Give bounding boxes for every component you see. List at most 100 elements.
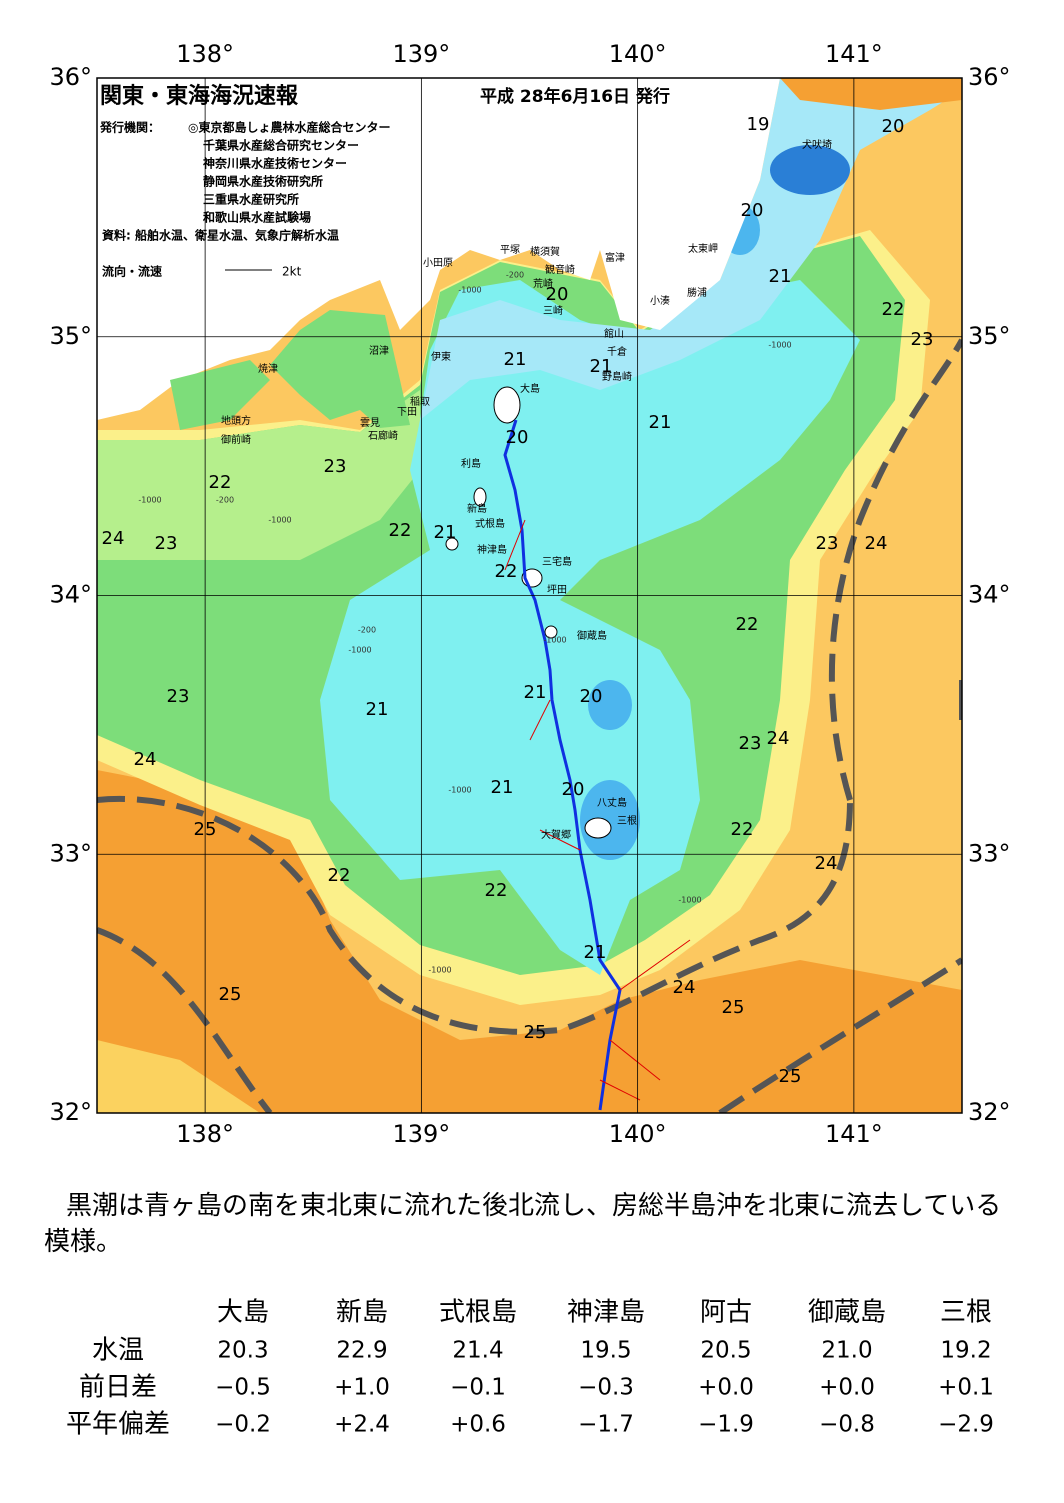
temperature-label: 23	[155, 533, 178, 554]
place-name: 館山	[604, 327, 624, 340]
place-name: 稲取	[410, 396, 430, 408]
cell: +1.0	[334, 1375, 390, 1401]
cell: +2.4	[334, 1412, 390, 1438]
temperature-label: 21	[584, 942, 607, 963]
map-title: 関東・東海海況速報	[100, 83, 299, 109]
place-name: 富津	[605, 251, 625, 264]
depth-label: -200	[358, 626, 376, 635]
temperature-label: 20	[562, 779, 585, 800]
column-header: 御蔵島	[808, 1298, 886, 1328]
temperature-label: 21	[769, 266, 792, 287]
cell: −0.5	[215, 1375, 271, 1401]
column-header: 神津島	[567, 1298, 645, 1328]
place-name: 利島	[461, 457, 481, 470]
temperature-label: 20	[506, 427, 529, 448]
place-name: 御前崎	[221, 433, 251, 446]
depth-label: -1000	[448, 786, 471, 795]
cell: −0.2	[215, 1412, 271, 1438]
temperature-label: 21	[366, 699, 389, 720]
place-name: 三宅島	[542, 555, 572, 568]
place-name: 伊東	[431, 350, 451, 363]
temperature-label: 23	[324, 456, 347, 477]
temperature-label: 22	[736, 614, 759, 635]
lat-label: 35°	[49, 322, 92, 350]
cell: −1.9	[698, 1412, 754, 1438]
column-header: 三根	[940, 1298, 992, 1328]
lon-label: 140°	[609, 1120, 667, 1148]
lat-label: 34°	[49, 581, 92, 609]
cell: 21.0	[821, 1338, 872, 1364]
place-name: 焼津	[258, 363, 278, 375]
cell: −0.8	[819, 1412, 875, 1438]
place-name: 坪田	[547, 583, 567, 596]
row-label: 平年偏差	[66, 1410, 170, 1440]
temperature-label: 24	[815, 853, 838, 874]
issuer: 和歌山県水産試験場	[202, 210, 311, 225]
issuer: ◎東京都島しょ農林水産総合センター	[188, 120, 390, 135]
depth-label: -1000	[768, 341, 791, 350]
place-name: 三根	[617, 814, 637, 827]
lat-label: 36°	[968, 63, 1011, 91]
issuer-label: 発行機関：	[99, 120, 160, 135]
temperature-label: 23	[739, 733, 762, 754]
cell: +0.0	[698, 1375, 754, 1401]
legend-label: 流向・流速	[102, 264, 162, 279]
row-label: 前日差	[79, 1373, 157, 1403]
column-header: 新島	[336, 1298, 388, 1328]
lon-label: 140°	[609, 40, 667, 68]
temperature-label: 22	[209, 472, 232, 493]
temperature-label: 25	[524, 1022, 547, 1043]
lon-label: 139°	[392, 40, 450, 68]
place-name: 観音崎	[545, 263, 575, 276]
place-name: 地頭方	[221, 414, 251, 427]
place-name: 八丈島	[597, 796, 627, 809]
place-name: 式根島	[475, 517, 505, 530]
lat-label: 32°	[968, 1098, 1011, 1126]
cell: 20.3	[217, 1338, 268, 1364]
lat-label: 34°	[968, 581, 1011, 609]
issuer: 神奈川県水産技術センター	[203, 156, 347, 171]
temperature-label: 23	[816, 533, 839, 554]
place-name: 神津島	[477, 543, 507, 556]
place-name: 新島	[467, 502, 487, 515]
temperature-label: 24	[102, 528, 125, 549]
temperature-label: 25	[194, 819, 217, 840]
column-header: 式根島	[439, 1298, 517, 1328]
cell: −0.3	[578, 1375, 634, 1401]
depth-label: -200	[506, 271, 524, 280]
depth-label: -200	[216, 496, 234, 505]
lon-label: 138°	[176, 1120, 234, 1148]
lat-label: 36°	[49, 63, 92, 91]
issuer: 静岡県水産技術研究所	[203, 174, 323, 189]
depth-label: -1000	[138, 496, 161, 505]
place-name: 勝浦	[687, 286, 707, 299]
row-label: 水温	[92, 1336, 144, 1366]
place-name: 横須賀	[530, 245, 560, 258]
lat-label: 32°	[49, 1098, 92, 1126]
lat-label: 33°	[968, 839, 1011, 867]
cell: 19.2	[940, 1338, 991, 1364]
sea-temperature	[97, 78, 962, 1113]
temperature-label: 21	[649, 412, 672, 433]
temperature-label: 24	[134, 749, 157, 770]
temperature-label: 21	[590, 356, 613, 377]
temperature-label: 20	[546, 284, 569, 305]
cell: −0.1	[450, 1375, 506, 1401]
source: 資料: 船舶水温、衛星水温、気象庁解析水温	[102, 228, 339, 243]
lat-label: 33°	[49, 839, 92, 867]
temperature-label: 21	[524, 682, 547, 703]
place-name: 小田原	[423, 257, 453, 269]
temperature-label: 22	[731, 819, 754, 840]
column-header: 大島	[217, 1298, 269, 1328]
cell: 21.4	[452, 1338, 503, 1364]
temperature-label: 22	[389, 520, 412, 541]
place-name: 三崎	[543, 304, 563, 317]
cell: +0.1	[938, 1375, 994, 1401]
place-name: 千倉	[607, 345, 627, 358]
temperature-label: 20	[580, 686, 603, 707]
place-name: 荒崎	[533, 277, 553, 290]
cell: 20.5	[700, 1338, 751, 1364]
lat-label: 35°	[968, 322, 1011, 350]
lon-label: 139°	[392, 1120, 450, 1148]
temperature-label: 20	[741, 200, 764, 221]
